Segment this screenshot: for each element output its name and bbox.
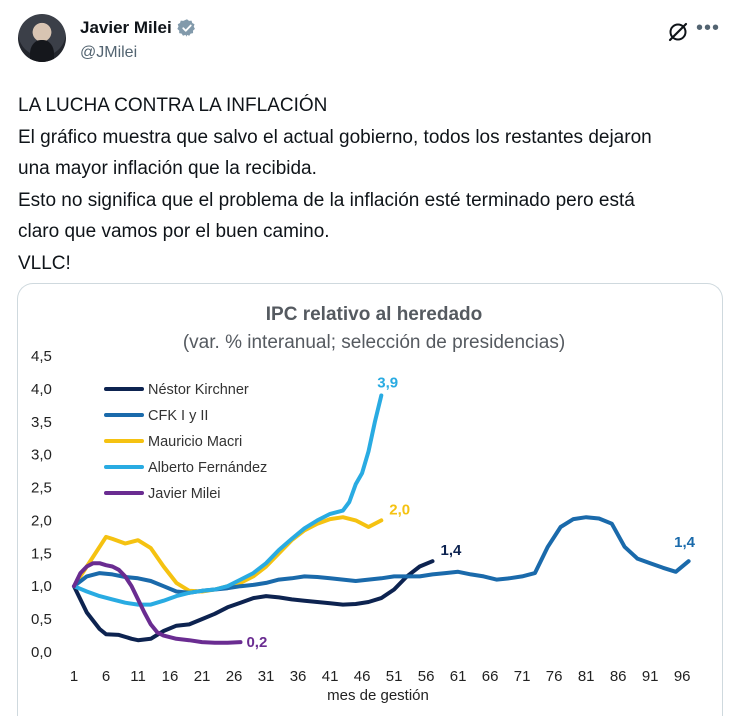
- legend-label: Alberto Fernández: [148, 460, 267, 476]
- tweet-line: VLLC!: [18, 252, 71, 274]
- series-line: [72, 559, 435, 643]
- tweet-line: claro que vamos por el buen camino.: [18, 221, 330, 242]
- x-tick-label: 6: [102, 668, 110, 685]
- x-tick-label: 31: [258, 668, 275, 685]
- verified-badge-icon: [177, 19, 195, 37]
- y-tick-label: 2,5: [31, 480, 52, 497]
- x-tick-label: 76: [546, 668, 563, 685]
- tweet-line: LA LUCHA CONTRA LA INFLACIÓN: [18, 95, 328, 116]
- series-end-label: 1,4: [441, 542, 463, 559]
- chart-legend: Néstor Kirchner CFK I y II Mauricio Macri A…: [104, 382, 267, 502]
- x-tick-label: 1: [70, 668, 78, 685]
- y-tick-label: 3,5: [31, 414, 52, 431]
- x-tick-label: 41: [322, 668, 339, 685]
- legend-label: Néstor Kirchner: [148, 382, 249, 398]
- x-tick-label: 56: [418, 668, 435, 685]
- y-tick-label: 3,0: [31, 447, 52, 464]
- y-tick-label: 4,5: [31, 348, 52, 365]
- y-tick-label: 0,5: [31, 611, 52, 628]
- series-line: [72, 515, 691, 595]
- tweet-text: LA LUCHA CONTRA LA INFLACIÓN El gráfico …: [18, 90, 724, 279]
- y-tick-label: 4,0: [31, 381, 52, 398]
- avatar[interactable]: [18, 14, 66, 62]
- y-axis-ticks: 0,0 0,5 1,0 1,5 2,0 2,5 3,0 3,5 4,0 4,5: [31, 348, 52, 661]
- series-end-label: 1,4: [674, 534, 696, 551]
- author-name-row: Javier Milei: [80, 18, 197, 38]
- grok-icon[interactable]: [666, 20, 690, 44]
- legend-label: CFK I y II: [148, 408, 208, 424]
- x-tick-label: 26: [226, 668, 243, 685]
- x-tick-label: 61: [450, 668, 467, 685]
- author-display-name[interactable]: Javier Milei: [80, 18, 172, 37]
- x-tick-label: 21: [194, 668, 211, 685]
- x-tick-label: 81: [578, 668, 595, 685]
- legend-label: Javier Milei: [148, 486, 221, 502]
- x-tick-label: 16: [162, 668, 179, 685]
- x-tick-label: 86: [610, 668, 627, 685]
- tweet-line: una mayor inflación que la recibida.: [18, 158, 317, 179]
- legend-label: Mauricio Macri: [148, 434, 242, 450]
- x-tick-label: 66: [482, 668, 499, 685]
- series-line: [72, 561, 243, 645]
- series-end-labels: 1,4 1,4 2,0 3,9 0,2: [246, 374, 695, 651]
- x-tick-label: 36: [290, 668, 307, 685]
- y-tick-label: 1,0: [31, 578, 52, 595]
- chart-title: IPC relativo al heredado: [266, 304, 482, 325]
- x-axis-label: mes de gestión: [327, 687, 429, 704]
- x-tick-label: 71: [514, 668, 531, 685]
- tweet-media-chart[interactable]: IPC relativo al heredado (var. % interan…: [17, 283, 723, 716]
- y-tick-label: 0,0: [31, 644, 52, 661]
- series-line: [72, 393, 384, 607]
- tweet-line: El gráfico muestra que salvo el actual g…: [18, 126, 652, 148]
- series-end-label: 0,2: [246, 634, 267, 651]
- x-tick-label: 91: [642, 668, 659, 685]
- chart-svg: IPC relativo al heredado (var. % interan…: [31, 304, 696, 704]
- x-tick-label: 51: [386, 668, 403, 685]
- tweet-line: Esto no significa que el problema de la …: [18, 189, 635, 211]
- series-end-label: 3,9: [377, 374, 398, 391]
- x-tick-label: 11: [130, 668, 146, 685]
- more-options-icon[interactable]: •••: [696, 17, 721, 39]
- tweet-header: Javier Milei @JMilei •••: [18, 14, 720, 70]
- series-lines: [72, 393, 691, 645]
- series-end-label: 2,0: [389, 501, 410, 518]
- x-tick-label: 46: [354, 668, 371, 685]
- x-axis-ticks: 1 6 11 16 21 26 31 36 41 46 51 56 61 66 71 76 81 86 91 96: [70, 668, 691, 685]
- x-tick-label: 96: [674, 668, 691, 685]
- y-tick-label: 2,0: [31, 512, 52, 529]
- chart-subtitle: (var. % interanual; selección de preside…: [183, 332, 565, 353]
- y-tick-label: 1,5: [31, 545, 52, 562]
- author-handle[interactable]: @JMilei: [80, 44, 138, 61]
